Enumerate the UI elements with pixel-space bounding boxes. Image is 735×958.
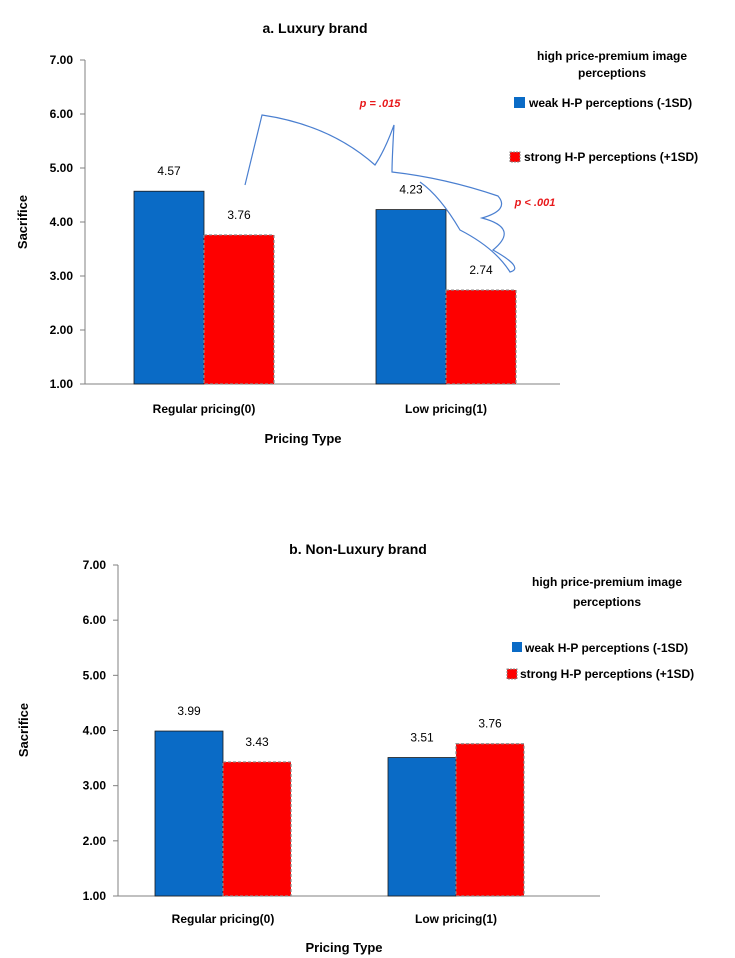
chart-b-data-label: 3.51	[410, 731, 434, 745]
chart-b-category-label: Low pricing(1)	[415, 912, 497, 926]
chart-b-legend-title-line-2: perceptions	[573, 595, 641, 609]
chart-b-y-tick-label: 7.00	[83, 558, 107, 572]
chart-a-significance-bracket	[244, 114, 516, 273]
chart-a-data-label: 3.76	[227, 208, 251, 222]
chart-b-legend-label-strong: strong H-P perceptions (+1SD)	[520, 667, 694, 681]
chart-a-y-tick-label: 4.00	[50, 215, 74, 229]
chart-a-bar-weak-low	[375, 209, 447, 385]
chart-a-annotation-2: p < .001	[514, 197, 556, 209]
chart-b-data-label: 3.43	[245, 735, 269, 749]
chart-a-y-tick-label: 3.00	[50, 269, 74, 283]
chart-a-legend-title-line-2: perceptions	[578, 66, 646, 80]
chart-b-x-axis-title: Pricing Type	[305, 940, 382, 955]
chart-a-legend: high price-premium image perceptions wea…	[509, 49, 698, 164]
chart-b-legend-title-line-1: high price-premium image	[532, 575, 682, 589]
chart-a-y-tick-label: 7.00	[50, 53, 74, 67]
chart-a-annotation-1: p = .015	[359, 98, 402, 110]
chart-b: b. Non-Luxury brand 1.00 2.00 3.00 4.00 5.00…	[16, 541, 694, 955]
chart-a-legend-swatch-strong	[509, 151, 521, 163]
chart-a-legend-label-strong: strong H-P perceptions (+1SD)	[524, 150, 698, 164]
chart-a-y-tick-label: 1.00	[50, 377, 74, 391]
chart-b-y-tick-label: 4.00	[83, 724, 107, 738]
chart-b-y-tick-label: 6.00	[83, 613, 107, 627]
chart-a-y-tick-label: 2.00	[50, 323, 74, 337]
chart-b-data-label: 3.76	[478, 717, 502, 731]
chart-a-category-label: Low pricing(1)	[405, 402, 487, 416]
chart-a: a. Luxury brand 1.00 2.00 3.00 4.00 5.00 6.00…	[15, 20, 698, 446]
chart-a-category-label: Regular pricing(0)	[153, 402, 256, 416]
chart-a-x-axis-title: Pricing Type	[264, 431, 341, 446]
chart-b-bar-strong-regular	[222, 761, 292, 897]
chart-a-data-label: 4.23	[399, 183, 423, 197]
chart-b-y-tick-label: 2.00	[83, 834, 107, 848]
chart-b-y-axis-title: Sacrifice	[16, 703, 31, 757]
chart-b-y-tick-label: 1.00	[83, 889, 107, 903]
chart-a-legend-title-line-1: high price-premium image	[537, 49, 687, 63]
chart-a-legend-swatch-weak	[514, 97, 525, 108]
chart-a-bar-strong-low	[445, 289, 517, 385]
chart-b-title: b. Non-Luxury brand	[289, 541, 427, 557]
chart-a-title: a. Luxury brand	[262, 20, 367, 36]
chart-b-y-tick-label: 3.00	[83, 779, 107, 793]
chart-b-bar-weak-low	[387, 757, 457, 897]
chart-b-bar-weak-regular	[154, 730, 224, 897]
chart-b-category-label: Regular pricing(0)	[172, 912, 275, 926]
chart-a-y-tick-label: 6.00	[50, 107, 74, 121]
chart-a-y-tick-label: 5.00	[50, 161, 74, 175]
chart-a-data-label: 2.74	[469, 263, 493, 277]
chart-b-data-label: 3.99	[177, 704, 201, 718]
chart-b-legend-swatch-weak	[512, 642, 522, 652]
chart-a-bar-weak-regular	[133, 190, 205, 385]
chart-b-bar-strong-low	[455, 743, 525, 897]
chart-b-legend-swatch-strong	[506, 668, 518, 680]
chart-a-data-label: 4.57	[157, 164, 181, 178]
chart-b-legend: high price-premium image perceptions wea…	[506, 575, 694, 681]
chart-a-y-axis-title: Sacrifice	[15, 195, 30, 249]
chart-b-legend-label-weak: weak H-P perceptions (-1SD)	[524, 641, 688, 655]
chart-a-legend-label-weak: weak H-P perceptions (-1SD)	[528, 96, 692, 110]
chart-a-bar-strong-regular	[203, 234, 275, 385]
chart-b-y-tick-label: 5.00	[83, 668, 107, 682]
